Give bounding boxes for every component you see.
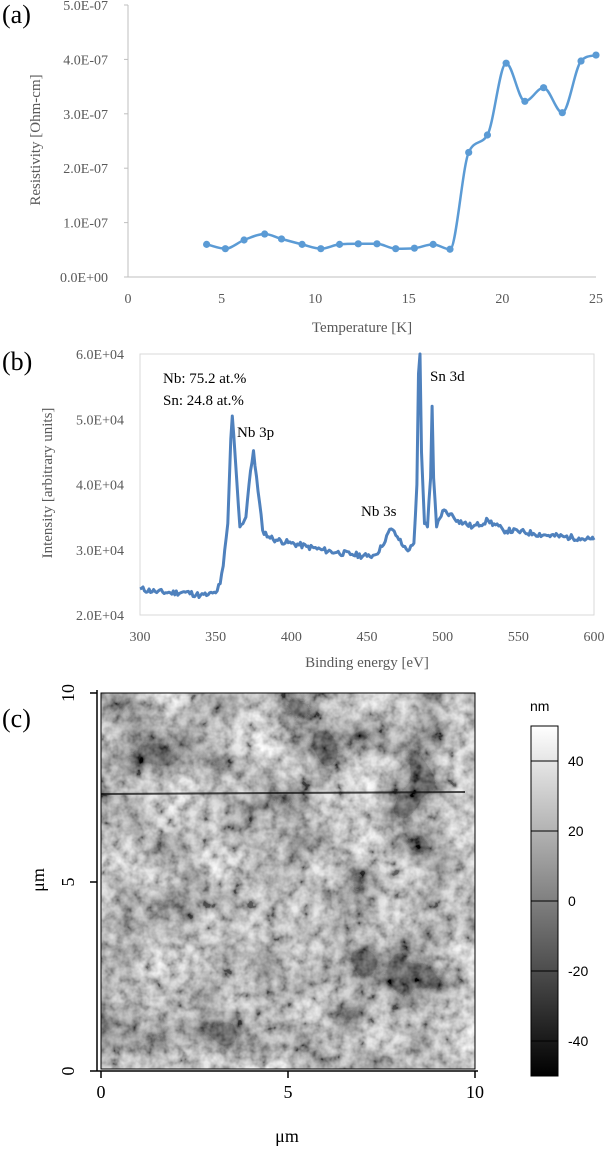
panel-a-label: (a)	[2, 0, 31, 29]
afm-y-tick-label: 0	[58, 1067, 78, 1076]
composition-sn: Sn: 24.8 at.%	[163, 393, 244, 409]
panel-b-spectrum-line	[139, 352, 596, 599]
colorbar-tick-label: -40	[568, 1033, 588, 1049]
panel-b-x-tick-label: 550	[508, 630, 529, 645]
panel-a-data-point	[558, 109, 566, 117]
afm-frame	[100, 692, 476, 1070]
panel-a-data-point	[261, 230, 269, 238]
panel-a-data-point	[335, 240, 344, 248]
afm-y-tick-label: 10	[58, 684, 78, 702]
afm-y-title: μm	[28, 868, 48, 892]
panel-b-y-tick-label: 2.0E+04	[76, 609, 124, 624]
panel-a-x-tick-label: 0	[125, 292, 132, 307]
panel-c-label: (c)	[2, 704, 31, 733]
panel-b-plot-frame	[139, 353, 595, 616]
panel-a-data-point	[392, 245, 400, 253]
colorbar-tick-label: 40	[568, 753, 584, 769]
panel-a-data-point	[483, 131, 492, 139]
colorbar-tick-label: 0	[568, 893, 576, 909]
afm-x-tick-label: 0	[97, 1082, 106, 1102]
panel-a-data-point	[410, 244, 419, 252]
panel-a-x-tick-label: 5	[218, 292, 225, 307]
panel-b-y-tick-label: 6.0E+04	[76, 348, 124, 363]
panel-a-data-point	[240, 236, 248, 244]
panel-a-data-point	[592, 51, 600, 59]
panel-b-y-ticks: 2.0E+04 3.0E+04 4.0E+04 5.0E+04 6.0E+04	[76, 348, 124, 624]
afm-image	[100, 692, 476, 1070]
panel-b-y-tick-label: 5.0E+04	[76, 413, 124, 428]
colorbar-tick-label: 20	[568, 823, 584, 839]
panel-b-x-tick-label: 350	[205, 630, 226, 645]
panel-a-x-tick-label: 25	[589, 292, 603, 307]
afm-x-ticks: 0 5 10	[97, 1071, 484, 1102]
panel-a-data-point	[298, 240, 306, 248]
afm-axes: 0 5 10 0 5 10 μm μm	[28, 684, 484, 1146]
panel-a-x-ticks: 0 5 10 15 20 25	[125, 292, 604, 307]
afm-blobs	[101, 693, 475, 1069]
colorbar: nm 40 20 0 -20 -40	[530, 698, 588, 1077]
panel-a-x-tick-label: 10	[308, 292, 322, 307]
afm-y-tick-label: 5	[58, 878, 78, 887]
panel-a-x-tick-label: 15	[402, 292, 416, 307]
panel-b-label: (b)	[2, 347, 32, 376]
afm-scan-line	[100, 791, 466, 795]
panel-a-data-point	[539, 84, 548, 92]
panel-a-x-title: Temperature [K]	[312, 320, 412, 336]
panel-b-x-tick-label: 600	[584, 630, 605, 645]
panel-a-y-axis: 0.0E+00 1.0E-07 2.0E-07 3.0E-07 4.0E-07 5.0E-…	[60, 0, 129, 286]
panel-a-y-tick-label: 3.0E-07	[63, 108, 108, 123]
panel-a-data-point	[577, 57, 585, 65]
panel-b-x-ticks: 300 350 400 450 500 550 600	[130, 630, 605, 645]
panel-b-x-tick-label: 500	[432, 630, 453, 645]
colorbar-tick-label: -20	[568, 963, 588, 979]
peak-label-nb3p: Nb 3p	[237, 425, 274, 441]
panel-b-y-tick-label: 3.0E+04	[76, 544, 124, 559]
panel-a-y-tick-label: 4.0E-07	[63, 53, 108, 68]
panel-a-x-tick-label: 20	[495, 292, 509, 307]
panel-a-x-axis: 0 5 10 15 20 25	[125, 276, 604, 307]
panel-b-x-tick-label: 450	[357, 630, 378, 645]
panel-a-series-points	[203, 51, 600, 253]
afm-y-ticks: 0 5 10	[58, 684, 97, 1076]
panel-b-x-tick-label: 300	[130, 630, 151, 645]
panel-a-y-tick-label: 1.0E-07	[63, 217, 108, 232]
panel-a-y-tick-label: 5.0E-07	[63, 0, 108, 14]
panel-a-data-point	[502, 59, 510, 67]
panel-a-data-point	[354, 240, 362, 248]
colorbar-unit: nm	[530, 698, 549, 714]
panel-a: (a) 0.0E+00 1.0E-07 2.0E-07 3.0E-07 4.0E-07 5…	[2, 0, 603, 336]
colorbar-ticks: 40 20 0 -20 -40	[531, 753, 588, 1049]
panel-a-data-point	[317, 245, 325, 253]
panel-a-data-point	[429, 240, 437, 248]
panel-a-data-point	[465, 148, 473, 157]
panel-a-data-point	[203, 240, 211, 248]
panel-b-x-tick-label: 400	[281, 630, 302, 645]
panel-b: (b) 2.0E+043.0E+044.0E+045.0E+046.0E+04 …	[2, 347, 605, 671]
panel-a-y-tick-label: 0.0E+00	[60, 271, 108, 286]
panel-b-y-title: Intensity [arbitrary units]	[40, 408, 56, 559]
afm-x-tick-label: 5	[284, 1082, 293, 1102]
panel-b-y-tick-label: 4.0E+04	[76, 479, 124, 494]
panel-a-y-title: Resistivity [Ohm-cm]	[28, 74, 44, 205]
peak-label-sn3d: Sn 3d	[430, 369, 465, 385]
panel-a-data-point	[221, 245, 229, 253]
panel-a-data-point	[373, 240, 381, 248]
panel-a-series-line	[206, 53, 597, 251]
panel-a-y-tick-label: 2.0E-07	[63, 162, 108, 177]
composition-nb: Nb: 75.2 at.%	[163, 371, 246, 387]
panel-b-x-title: Binding energy [eV]	[305, 655, 429, 671]
panel-a-data-point	[277, 235, 286, 243]
panel-a-y-ticks: 0.0E+00 1.0E-07 2.0E-07 3.0E-07 4.0E-07 5.0E-…	[60, 0, 128, 286]
panel-a-data-point	[521, 97, 529, 105]
panel-a-data-point	[446, 245, 454, 253]
peak-label-nb3s: Nb 3s	[361, 504, 397, 520]
panel-c: (c) 0 5 10 0 5 10 μm μm nm 40 20 0 -20 -40	[2, 684, 588, 1146]
afm-x-tick-label: 10	[466, 1082, 484, 1102]
afm-x-title: μm	[275, 1126, 299, 1146]
